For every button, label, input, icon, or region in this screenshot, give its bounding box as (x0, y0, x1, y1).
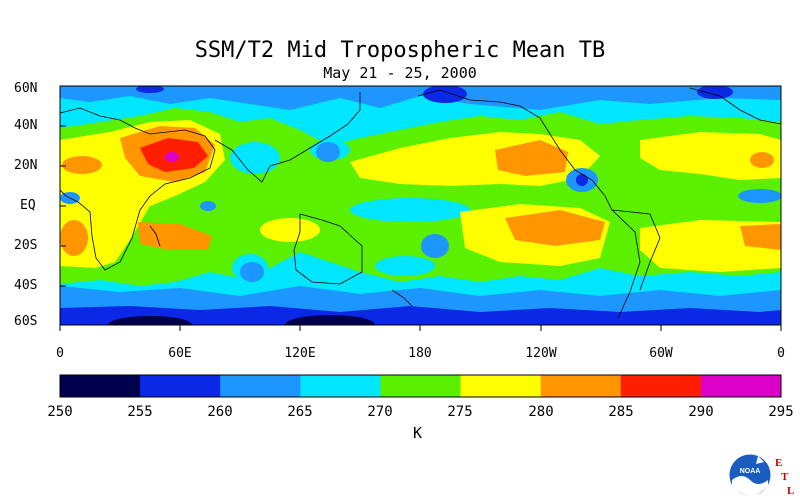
lat-ticks (60, 85, 66, 326)
lon-label-120e: 120E (284, 346, 316, 361)
contour-orange-sahara (62, 156, 102, 174)
colorbar-tick-label: 255 (127, 404, 153, 420)
lat-label-20n: 20N (14, 158, 38, 173)
contour-cool-indian (240, 262, 264, 282)
contour-cool-wpac (200, 201, 216, 211)
colorbar-swatch (140, 375, 221, 397)
colorbar-tick-label: 270 (367, 404, 393, 420)
colorbar-tick-label: 275 (447, 404, 473, 420)
contour-gap-a (230, 142, 280, 174)
contour-cool-pacific (421, 234, 449, 258)
contour-yellow-east (640, 132, 781, 180)
colorbar-swatch (700, 375, 782, 397)
contour-north-255a (423, 86, 467, 103)
chart-subtitle: May 21 - 25, 2000 (323, 64, 477, 82)
contour-south-250a (108, 316, 192, 325)
lon-label-0-end: 0 (777, 346, 785, 361)
colorbar-tick-label: 290 (688, 404, 714, 420)
contour-yellow-indo (260, 218, 320, 242)
colorbar-tick-label: 285 (608, 404, 634, 420)
lat-label-40n: 40N (14, 118, 38, 133)
svg-text:L: L (787, 485, 794, 497)
coastlines (60, 87, 781, 319)
lon-label-60w: 60W (649, 346, 673, 361)
colorbar-tick-label: 280 (528, 404, 554, 420)
contour-orange-south (505, 210, 605, 246)
colorbar-swatch (60, 375, 141, 397)
lat-label-40s: 40S (14, 278, 38, 293)
lon-label-120w: 120W (525, 346, 557, 361)
svg-text:NOAA: NOAA (740, 468, 761, 475)
svg-text:E: E (775, 457, 782, 469)
colorbar-swatch (540, 375, 622, 397)
colorbar-swatch (460, 375, 542, 397)
contour-orange-safrica (60, 220, 88, 256)
contour-south-255 (60, 306, 781, 325)
colorbar-swatch (620, 375, 702, 397)
svg-text:T: T (781, 471, 789, 483)
colorbar-units: K (413, 424, 423, 442)
contour-orange-pacific (495, 140, 568, 176)
contour-north-255b (697, 86, 733, 99)
contour-north-260 (60, 86, 781, 110)
contour-orange-madagascar (138, 222, 212, 250)
contour-cool-gulf-core (576, 174, 588, 186)
colorbar-frame (59, 374, 782, 398)
colorbar-tick-label: 265 (287, 404, 313, 420)
lat-label-60s: 60S (14, 314, 38, 329)
colorbar-swatch (220, 375, 301, 397)
lon-ticks (59, 325, 782, 331)
colorbar (60, 375, 782, 397)
colorbar-tick-label: 260 (207, 404, 233, 420)
lon-label-0: 0 (56, 346, 64, 361)
contour-cool-atlantic (738, 189, 781, 203)
noaa-etl-logo: NOAA E T L (728, 453, 794, 497)
lon-label-180: 180 (408, 346, 432, 361)
contour-cool-tibet (316, 142, 340, 162)
contour-gap-e (375, 256, 435, 276)
colorbar-swatch (300, 375, 381, 397)
contour-magenta-arabia (165, 152, 179, 162)
contour-south-250b (285, 315, 375, 325)
colorbar-swatch (380, 375, 462, 397)
colorbar-tick-label: 250 (47, 404, 73, 420)
chart-title: SSM/T2 Mid Tropospheric Mean TB (194, 38, 606, 63)
colorbar-tick-label: 295 (768, 404, 794, 420)
contour-orange-caribbean (750, 152, 774, 168)
contour-north-255c (136, 86, 164, 93)
lat-label-eq: EQ (20, 198, 36, 213)
contour-gap-b (350, 198, 470, 222)
lat-label-20s: 20S (14, 238, 38, 253)
lat-label-60n: 60N (14, 81, 38, 96)
lon-label-60e: 60E (168, 346, 192, 361)
contour-field (60, 86, 781, 325)
contour-orange-sa (740, 224, 781, 250)
